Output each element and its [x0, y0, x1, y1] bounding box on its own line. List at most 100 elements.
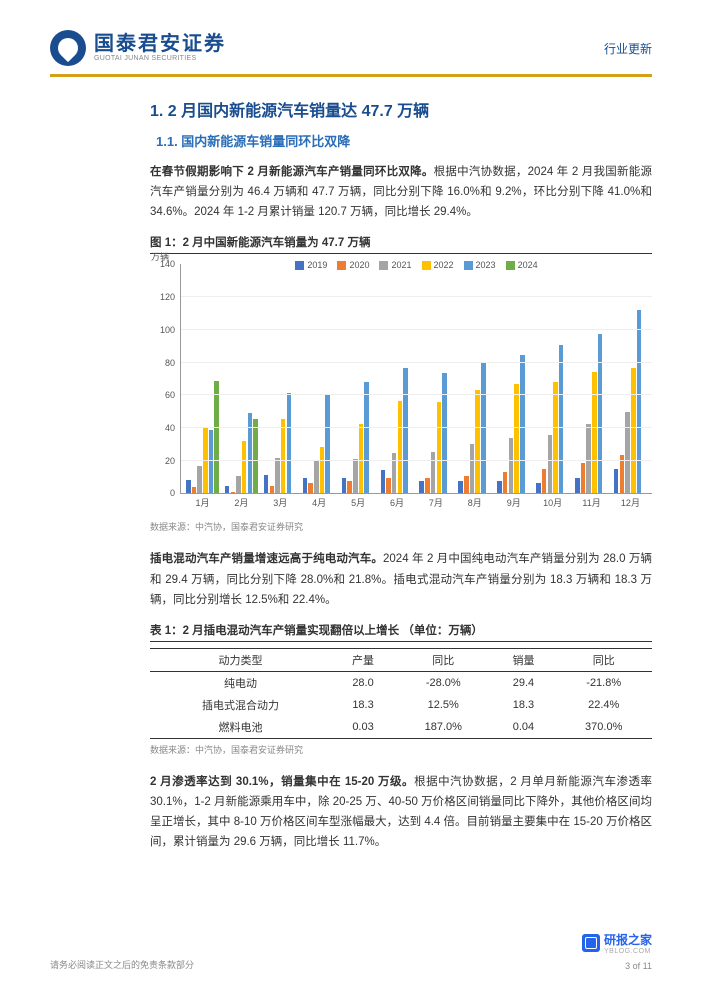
- table-header-cell: 产量: [331, 648, 395, 671]
- paragraph-2: 插电混动汽车产销量增速远高于纯电动汽车。2024 年 2 月中国纯电动汽车产销量…: [150, 549, 652, 609]
- bar: [520, 355, 525, 494]
- table-header-cell: 同比: [555, 648, 652, 671]
- bar: [242, 441, 247, 493]
- legend-item: 2023: [464, 260, 496, 270]
- bar-group: 2月: [225, 278, 258, 493]
- bar: [631, 368, 636, 493]
- bar: [497, 481, 502, 493]
- bar-group: 6月: [381, 278, 414, 493]
- bar-group: 7月: [419, 278, 452, 493]
- bar: [303, 478, 308, 493]
- heading-1-1: 1.1. 国内新能源车销量同环比双降: [150, 131, 652, 150]
- legend-item: 2021: [379, 260, 411, 270]
- y-axis-ticks: 020406080100120140: [153, 264, 179, 493]
- bar-group: 12月: [614, 278, 647, 493]
- bar: [503, 472, 508, 494]
- x-tick-label: 12月: [621, 496, 640, 509]
- bar: [342, 478, 347, 493]
- company-name-cn: 国泰君安证券: [94, 33, 226, 55]
- bar: [431, 452, 436, 494]
- chart-legend: 2019 2020 2021 2022 2023 2024: [181, 260, 652, 270]
- table-cell: 18.3: [331, 694, 395, 716]
- table-header-cell: 动力类型: [150, 648, 331, 671]
- table-cell: 370.0%: [555, 716, 652, 739]
- bar: [586, 424, 591, 493]
- legend-item: 2019: [295, 260, 327, 270]
- bar: [598, 334, 603, 493]
- bar-group: 1月: [186, 278, 219, 493]
- bar-group: 10月: [536, 278, 569, 493]
- bar: [347, 481, 352, 493]
- x-tick-label: 3月: [273, 496, 287, 509]
- bar: [625, 412, 630, 494]
- bar: [381, 470, 386, 493]
- legend-item: 2024: [506, 260, 538, 270]
- table-row: 插电式混合动力18.312.5%18.322.4%: [150, 694, 652, 716]
- table-cell: 0.04: [492, 716, 556, 739]
- bar: [253, 419, 258, 493]
- doc-type: 行业更新: [604, 40, 652, 57]
- bar: [320, 447, 325, 493]
- bar: [314, 461, 319, 493]
- table-1-title: 表 1：2 月插电混动汽车产销量实现翻倍以上增长 （单位：万辆）: [150, 622, 652, 642]
- bar: [548, 435, 553, 494]
- bar: [553, 382, 558, 493]
- x-tick-label: 9月: [507, 496, 521, 509]
- bar: [581, 463, 586, 494]
- bar: [637, 310, 642, 494]
- table-cell: -21.8%: [555, 671, 652, 694]
- bar-group: 5月: [342, 278, 375, 493]
- y-tick: 80: [165, 358, 175, 368]
- watermark-url: YBLOG.COM: [604, 948, 652, 955]
- bar: [575, 478, 580, 493]
- bar: [398, 401, 403, 494]
- bar: [353, 459, 358, 493]
- bar: [536, 483, 541, 494]
- bar: [236, 476, 241, 493]
- legend-item: 2020: [337, 260, 369, 270]
- bar: [425, 478, 430, 493]
- bar: [325, 395, 330, 494]
- watermark-icon: [582, 934, 600, 952]
- table-cell: -28.0%: [395, 671, 492, 694]
- bar: [209, 430, 214, 493]
- bar: [509, 438, 514, 494]
- company-name-en: GUOTAI JUNAN SECURITIES: [94, 55, 226, 63]
- bar: [386, 478, 391, 493]
- x-tick-label: 1月: [195, 496, 209, 509]
- bar: [186, 480, 191, 494]
- bar: [559, 345, 564, 493]
- x-tick-label: 10月: [543, 496, 562, 509]
- figure-1-title: 图 1：2 月中国新能源汽车销量为 47.7 万辆: [150, 234, 652, 254]
- legend-item: 2022: [422, 260, 454, 270]
- bar: [458, 481, 463, 493]
- bar: [287, 393, 292, 493]
- y-tick: 20: [165, 456, 175, 466]
- table-header-cell: 销量: [492, 648, 556, 671]
- bar-group: 3月: [264, 278, 297, 493]
- table-cell: 22.4%: [555, 694, 652, 716]
- table-cell: 12.5%: [395, 694, 492, 716]
- para2-lead: 插电混动汽车产销量增速远高于纯电动汽车。: [150, 553, 383, 565]
- disclaimer: 请务必阅读正文之后的免责条款部分: [50, 958, 194, 971]
- bar: [470, 444, 475, 493]
- table-cell: 插电式混合动力: [150, 694, 331, 716]
- bar: [308, 483, 313, 494]
- bar: [192, 487, 197, 493]
- x-tick-label: 6月: [390, 496, 404, 509]
- bar: [464, 476, 469, 493]
- y-tick: 40: [165, 423, 175, 433]
- bar: [270, 486, 275, 494]
- bar: [231, 492, 236, 494]
- bar: [248, 413, 253, 493]
- x-tick-label: 4月: [312, 496, 326, 509]
- bar-group: 11月: [575, 278, 608, 493]
- table-cell: 28.0: [331, 671, 395, 694]
- page-header: 国泰君安证券 GUOTAI JUNAN SECURITIES 行业更新: [50, 30, 652, 77]
- bar: [214, 381, 219, 494]
- bar: [475, 390, 480, 493]
- y-tick: 0: [170, 488, 175, 498]
- bar: [281, 419, 286, 493]
- table-cell: 187.0%: [395, 716, 492, 739]
- y-tick: 140: [160, 259, 175, 269]
